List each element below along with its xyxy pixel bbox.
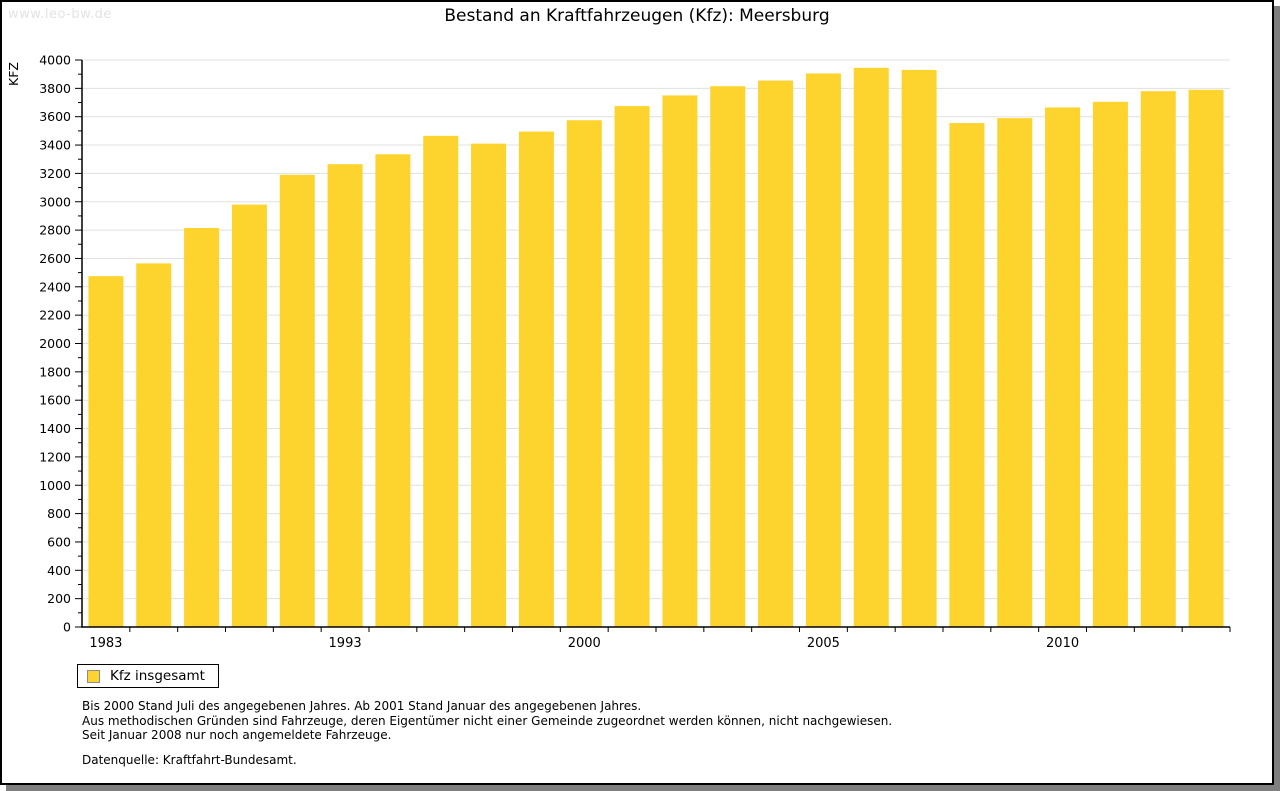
- bar-1999: [518, 131, 554, 628]
- bar-2002: [662, 95, 698, 627]
- bar-1993: [327, 164, 363, 627]
- x-tick-label: 2010: [1046, 636, 1079, 651]
- data-source: Datenquelle: Kraftfahrt-Bundesamt.: [82, 752, 297, 767]
- bar-2012: [1140, 91, 1176, 627]
- y-tick-label: 1400: [39, 421, 71, 436]
- bar-2011: [1092, 101, 1128, 627]
- y-tick-label: 1200: [39, 449, 71, 464]
- footnote-block: Bis 2000 Stand Juli des angegebenen Jahr…: [82, 699, 892, 767]
- y-tick-label: 3200: [39, 166, 71, 181]
- bar-1985: [136, 263, 172, 627]
- footnote-line: Bis 2000 Stand Juli des angegebenen Jahr…: [82, 699, 642, 713]
- legend-label: Kfz insgesamt: [110, 668, 205, 684]
- y-tick-label: 3000: [39, 194, 71, 209]
- bar-1987: [184, 227, 220, 627]
- chart-title: Bestand an Kraftfahrzeugen (Kfz): Meersb…: [444, 6, 830, 26]
- y-tick-label: 800: [47, 506, 71, 521]
- y-tick-label: 4000: [39, 53, 71, 68]
- bar-1983: [88, 276, 124, 627]
- bar-1991: [279, 174, 315, 627]
- y-tick-label: 600: [47, 534, 71, 549]
- footnote-line: Seit Januar 2008 nur noch angemeldete Fa…: [82, 728, 392, 743]
- bar-2010: [1045, 107, 1081, 627]
- x-tick-label: 1983: [89, 636, 122, 651]
- bar-1997: [423, 135, 459, 627]
- x-tick-label: 2000: [568, 636, 601, 651]
- y-tick-label: 3400: [39, 138, 71, 153]
- bar-1995: [375, 154, 411, 628]
- bar-1998: [471, 143, 507, 627]
- legend-box: Kfz insgesamt: [77, 664, 219, 688]
- bar-2008: [949, 123, 985, 628]
- bar-2006: [853, 67, 889, 627]
- y-tick-label: 200: [47, 591, 71, 606]
- y-tick-label: 1800: [39, 364, 71, 379]
- x-tick-label: 2005: [807, 636, 840, 651]
- bar-2000: [566, 120, 602, 628]
- y-tick-label: 0: [63, 620, 71, 635]
- footnote-line: Aus methodischen Gründen sind Fahrzeuge,…: [82, 713, 893, 728]
- y-tick-label: 2600: [39, 251, 71, 266]
- bar-2004: [758, 80, 794, 627]
- y-tick-label: 2800: [39, 223, 71, 238]
- y-tick-label: 2000: [39, 336, 71, 351]
- y-tick-label: 2200: [39, 308, 71, 323]
- legend-swatch-icon: [87, 669, 100, 683]
- bar-1989: [231, 204, 267, 627]
- bar-2005: [805, 73, 841, 627]
- bar-2001: [614, 106, 650, 628]
- y-tick-label: 1000: [39, 478, 71, 493]
- bar-2003: [710, 86, 746, 627]
- kfz-bar-chart: 0 200 400 600 800 1000 1200 1400 1600 1800 2000 220…: [6, 53, 1231, 651]
- x-tick-label: 1993: [329, 636, 362, 651]
- y-tick-label: 1600: [39, 393, 71, 408]
- y-tick-label: 400: [47, 563, 71, 578]
- y-tick-label: 3600: [39, 109, 71, 124]
- y-axis-title: KFZ: [6, 62, 21, 86]
- y-tick-label: 3800: [39, 81, 71, 96]
- bar-2013: [1188, 89, 1224, 627]
- bar-2009: [997, 118, 1033, 628]
- watermark: www.leo-bw.de: [8, 7, 112, 22]
- bar-2007: [901, 69, 937, 628]
- y-tick-label: 2400: [39, 279, 71, 294]
